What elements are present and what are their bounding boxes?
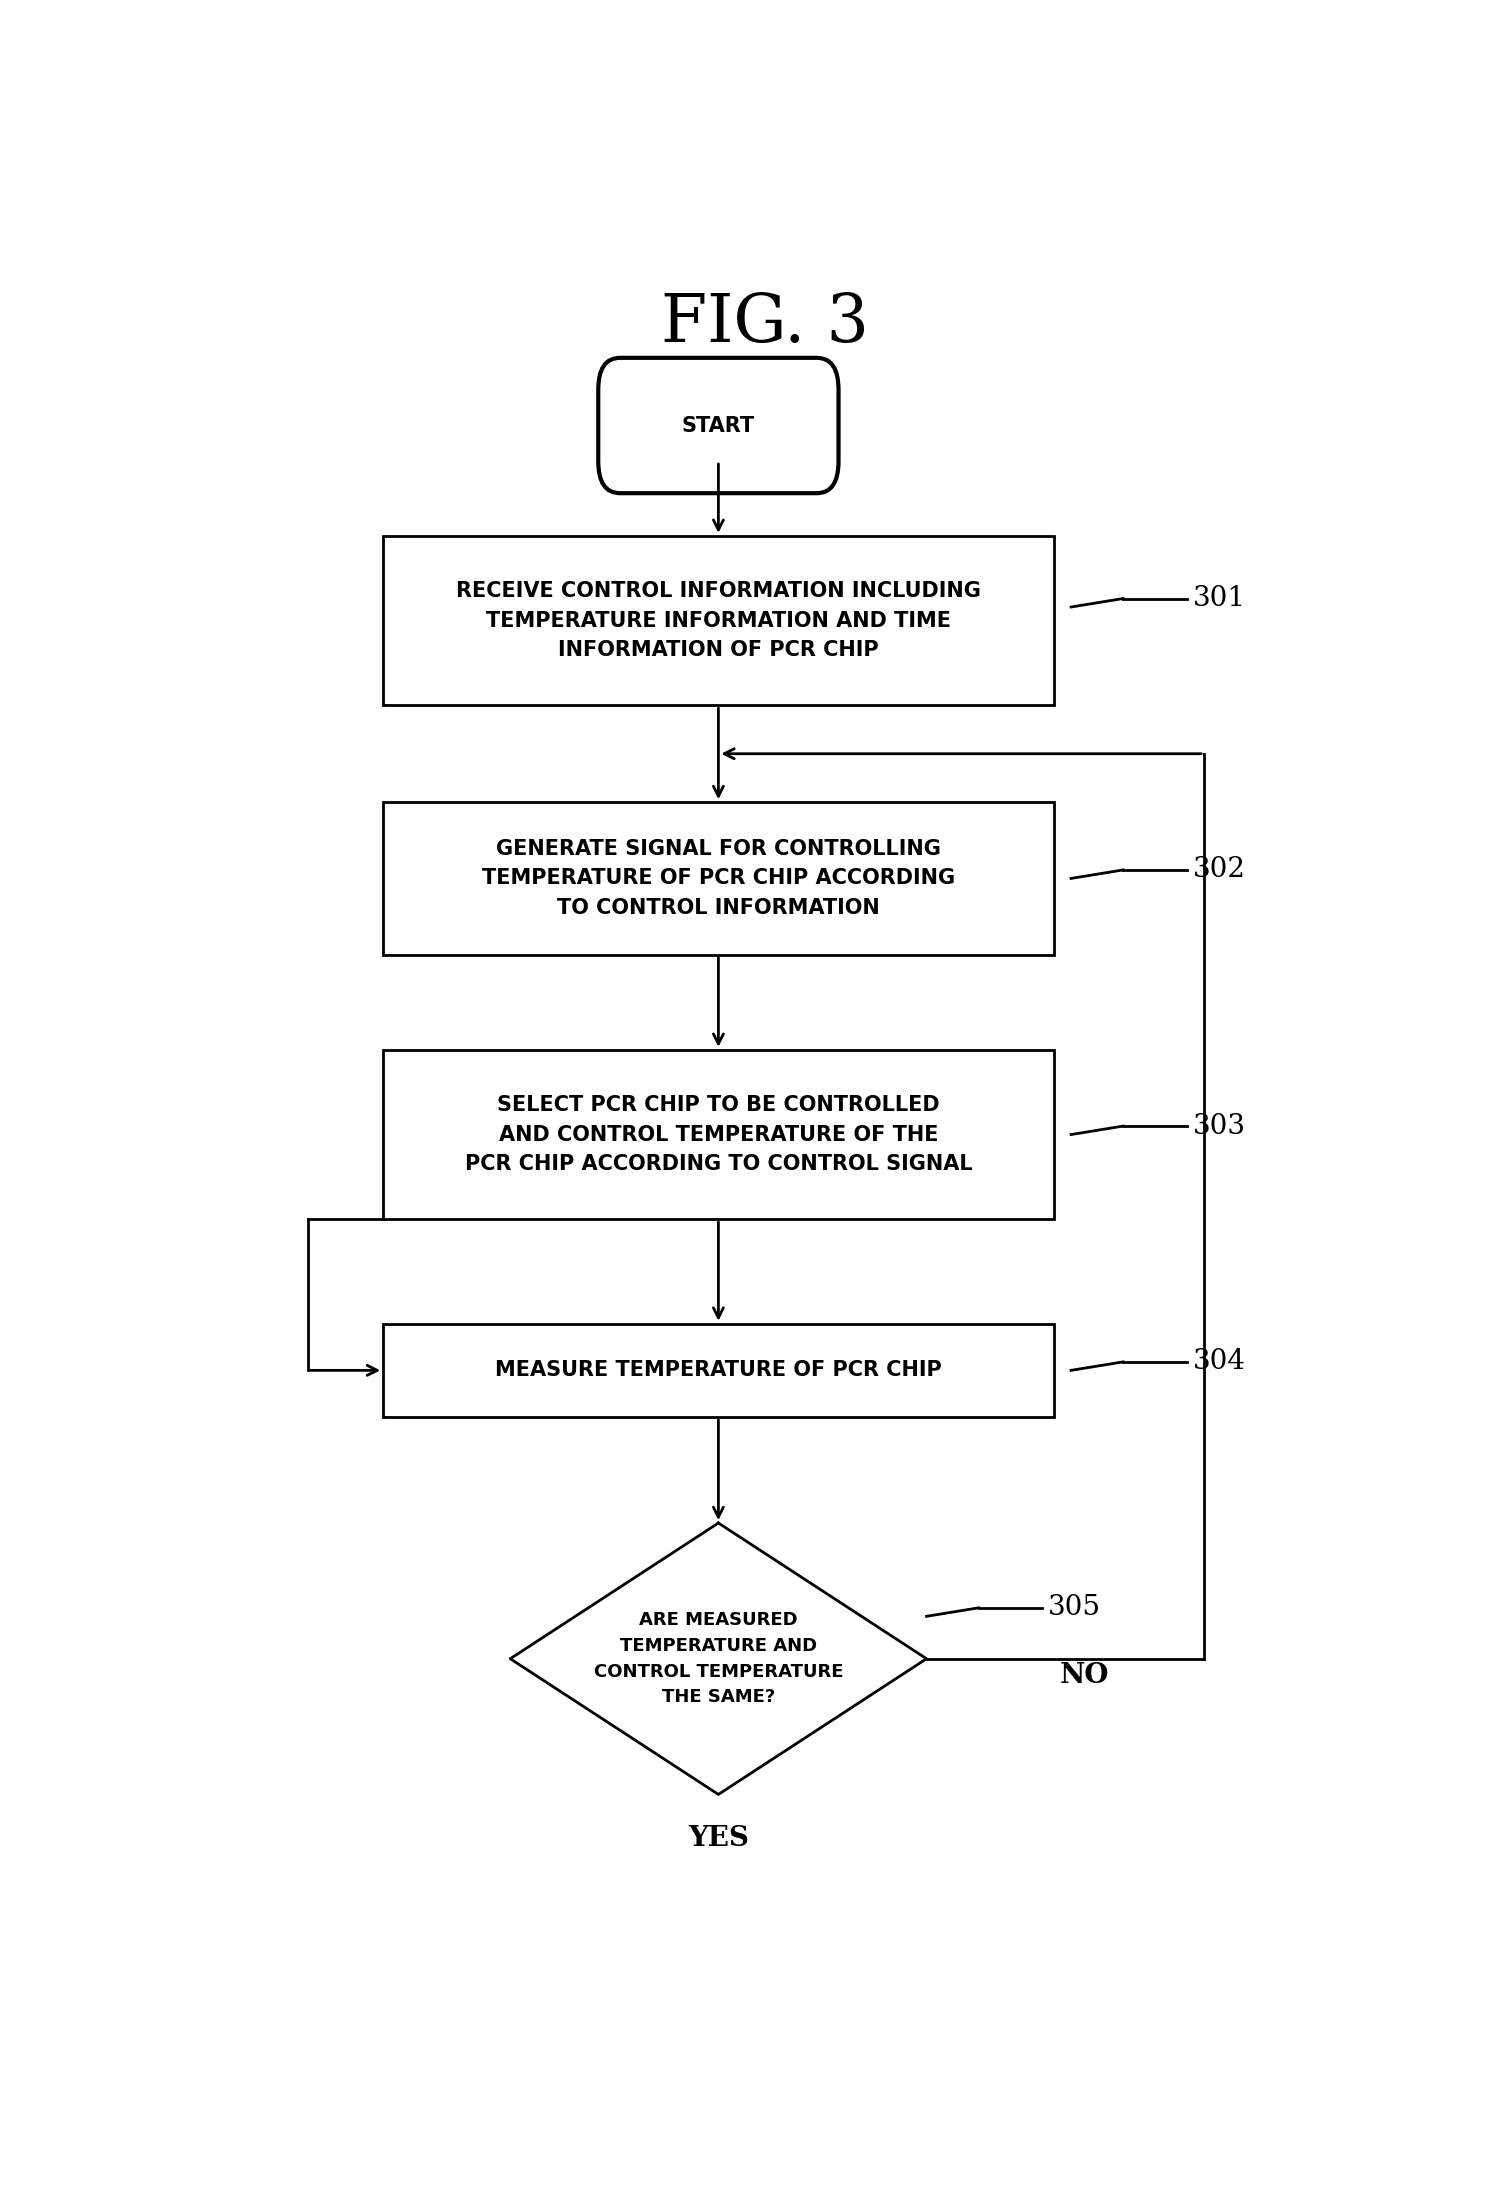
FancyBboxPatch shape [598, 357, 839, 493]
Text: ARE MEASURED
TEMPERATURE AND
CONTROL TEMPERATURE
THE SAME?: ARE MEASURED TEMPERATURE AND CONTROL TEM… [594, 1610, 843, 1707]
Bar [383, 1324, 1053, 1417]
Text: 304: 304 [1192, 1348, 1246, 1375]
Text: YES: YES [688, 1824, 749, 1853]
Bar [383, 1051, 1053, 1220]
Polygon shape [510, 1522, 927, 1795]
Bar [383, 535, 1053, 705]
Text: MEASURE TEMPERATURE OF PCR CHIP: MEASURE TEMPERATURE OF PCR CHIP [495, 1361, 941, 1381]
Text: 302: 302 [1192, 857, 1246, 883]
Text: 303: 303 [1192, 1113, 1246, 1139]
Text: SELECT PCR CHIP TO BE CONTROLLED
AND CONTROL TEMPERATURE OF THE
PCR CHIP ACCORDI: SELECT PCR CHIP TO BE CONTROLLED AND CON… [464, 1095, 973, 1174]
Text: START: START [682, 416, 755, 436]
Text: RECEIVE CONTROL INFORMATION INCLUDING
TEMPERATURE INFORMATION AND TIME
INFORMATI: RECEIVE CONTROL INFORMATION INCLUDING TE… [457, 582, 980, 661]
Text: NO: NO [1059, 1663, 1109, 1690]
Text: 305: 305 [1047, 1595, 1101, 1621]
Text: FIG. 3: FIG. 3 [661, 291, 868, 357]
Bar [383, 802, 1053, 954]
Text: 301: 301 [1192, 586, 1246, 612]
Text: GENERATE SIGNAL FOR CONTROLLING
TEMPERATURE OF PCR CHIP ACCORDING
TO CONTROL INF: GENERATE SIGNAL FOR CONTROLLING TEMPERAT… [482, 839, 955, 919]
